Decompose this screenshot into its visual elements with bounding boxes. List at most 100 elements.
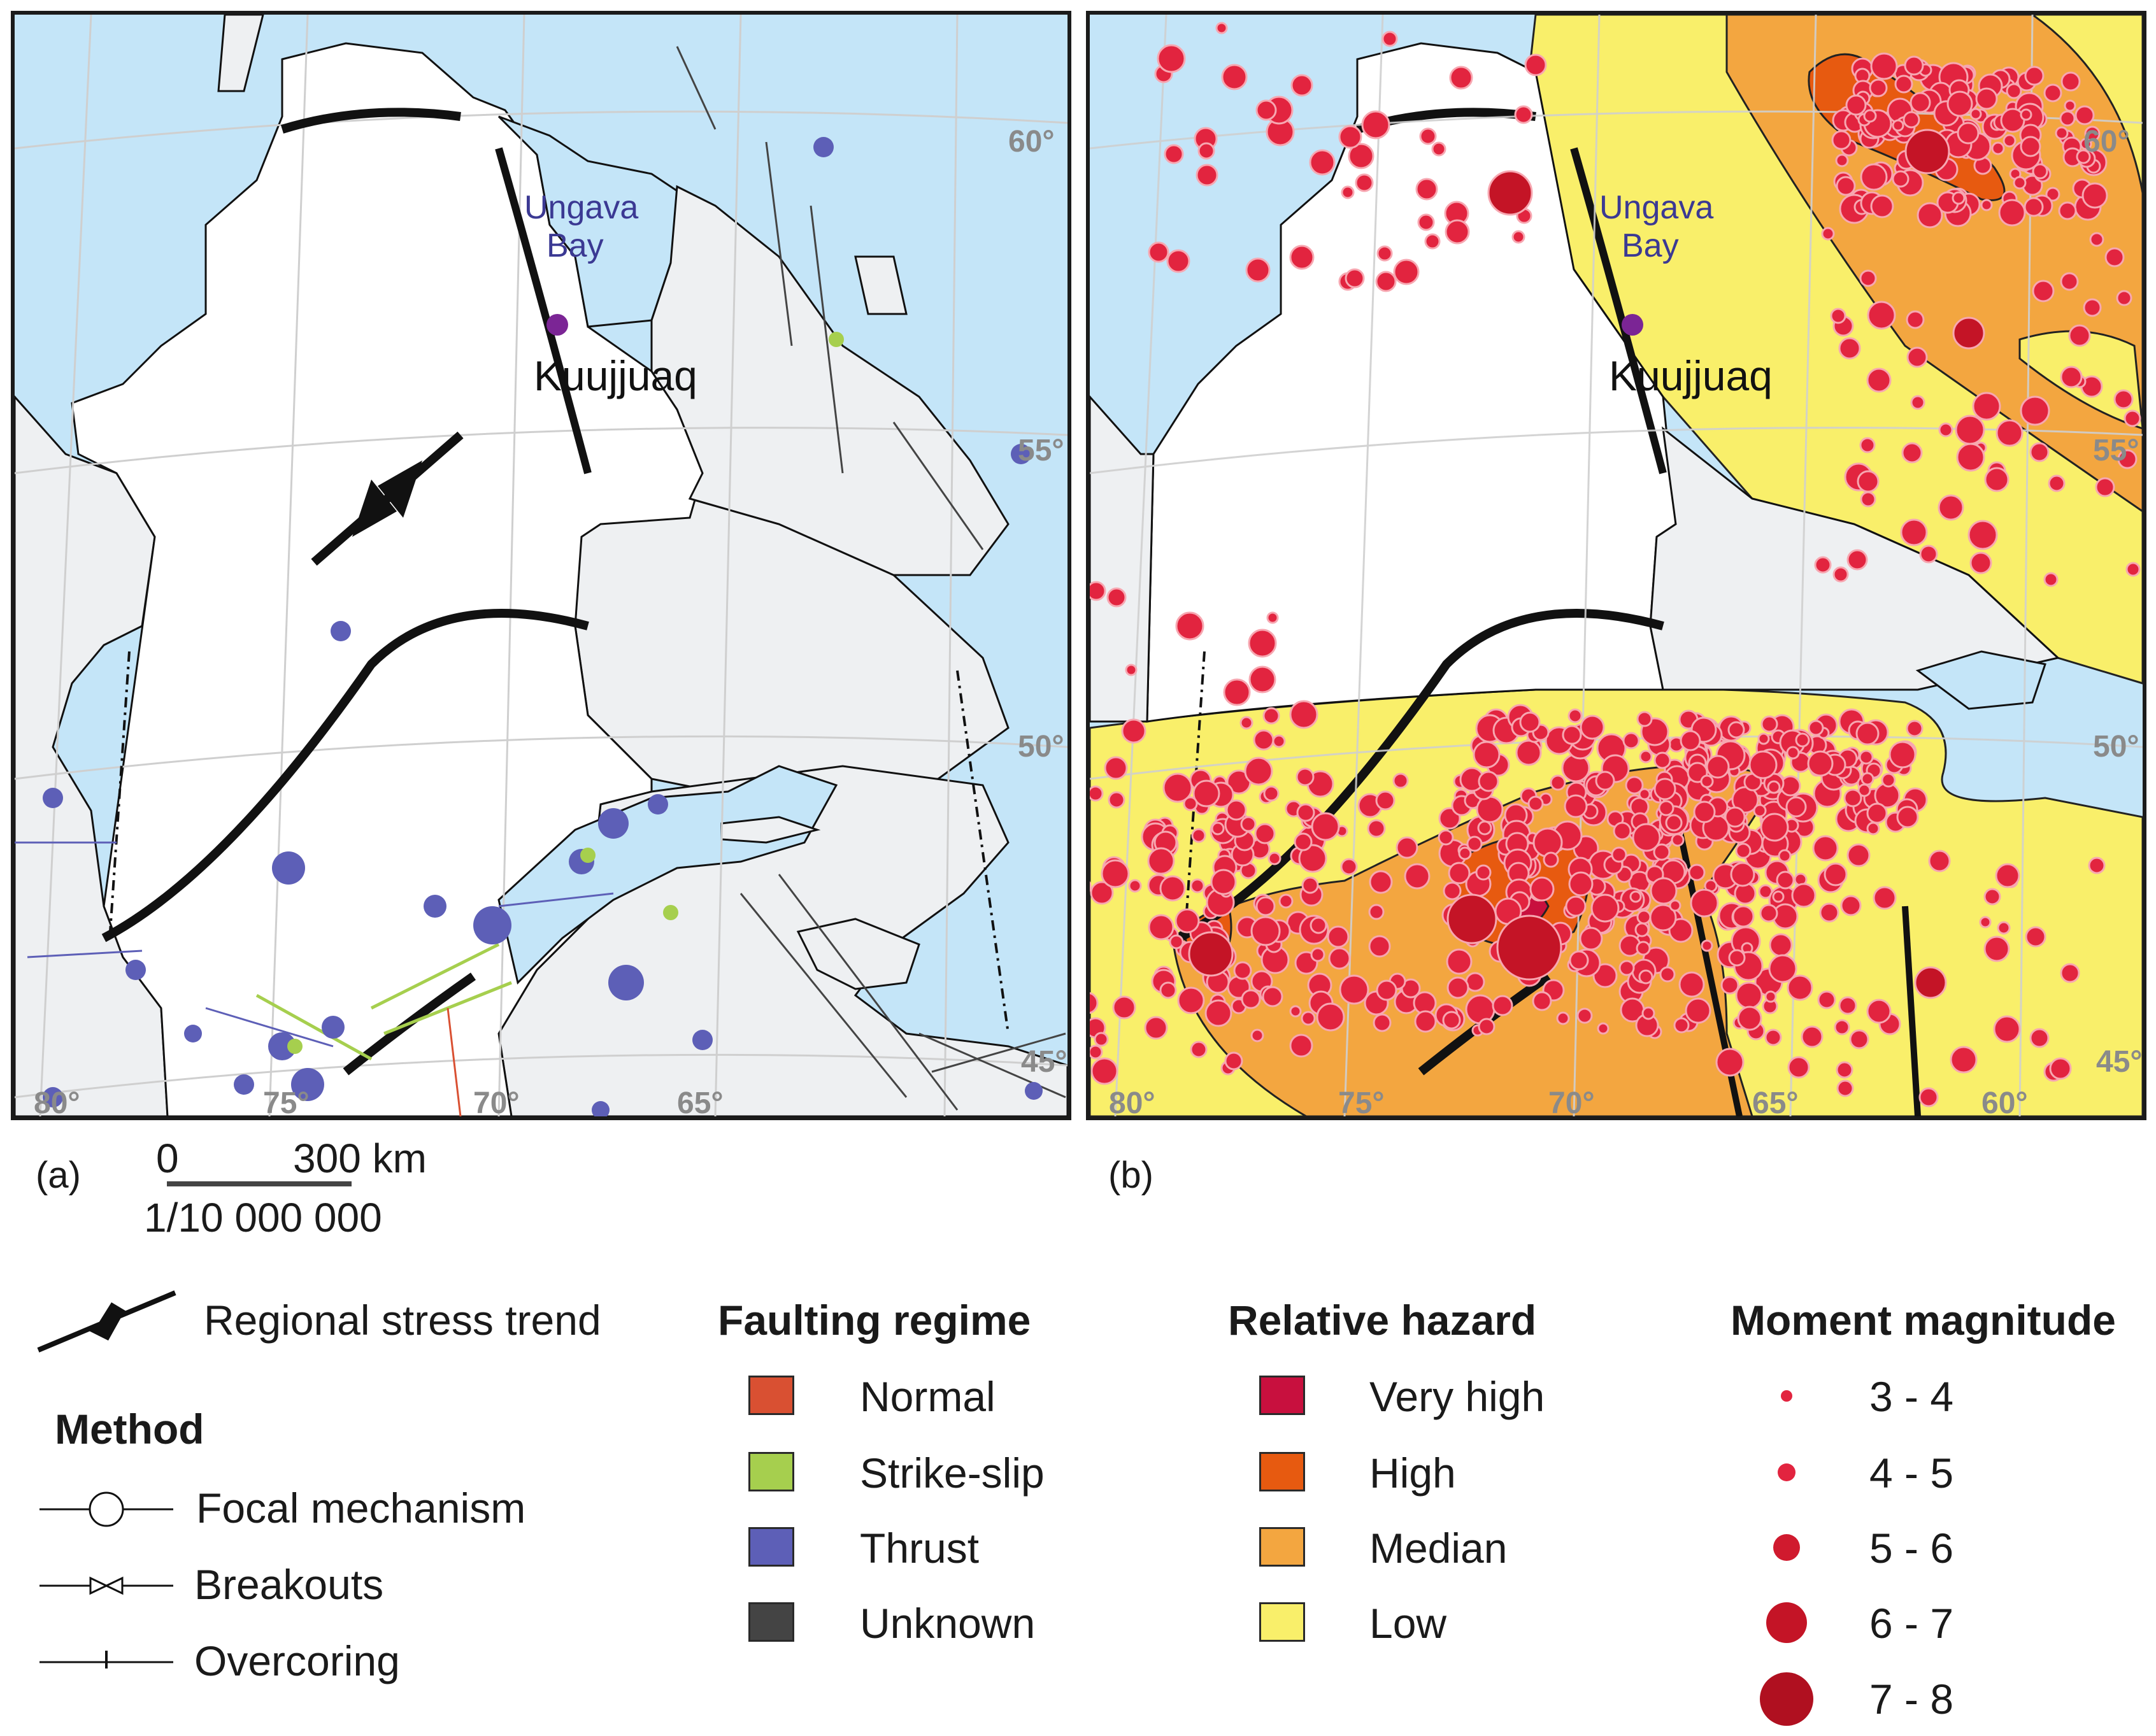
earthquake-event <box>1641 1006 1655 1020</box>
focal-mechanisms <box>43 137 1043 1116</box>
earthquake-event <box>1290 74 1313 97</box>
earthquake-event <box>1262 986 1283 1007</box>
mag-3-4-symbol <box>1781 1390 1792 1402</box>
lon-tick-b-80: 80° <box>1109 1086 1155 1116</box>
scale-end: 300 km <box>293 1135 427 1181</box>
earthquake-event <box>1527 795 1544 812</box>
faulting-regime-title: Faulting regime <box>718 1297 1031 1344</box>
earthquake-event <box>1866 367 1892 393</box>
earthquake-event <box>2076 149 2091 164</box>
earthquake-event <box>1393 259 1420 285</box>
earthquake-event <box>1611 846 1627 863</box>
bay-label-b-line1: Ungava <box>1599 189 1713 226</box>
earthquake-event <box>2081 182 2108 209</box>
stress-trend-arrows <box>311 431 464 566</box>
earthquake-event <box>1901 442 1923 464</box>
earthquake-event <box>1125 664 1138 676</box>
earthquake-event <box>1860 772 1874 786</box>
earthquake-event <box>1836 1079 1854 1097</box>
earthquake-event <box>1210 869 1237 895</box>
earthquake-event <box>1445 219 1470 245</box>
earthquake-event <box>1900 518 1928 546</box>
earthquake-event <box>1870 52 1898 80</box>
earthquake-event <box>1477 820 1492 836</box>
method-title: Method <box>55 1405 204 1453</box>
earthquake-event <box>1339 974 1369 1005</box>
earthquake-event <box>1190 1041 1208 1058</box>
earthquake-event <box>1443 881 1462 900</box>
earthquake-event <box>1348 143 1374 169</box>
earthquake-event <box>1417 213 1435 231</box>
earthquake-event <box>1248 665 1276 694</box>
earthquake-event <box>1414 1010 1437 1033</box>
earthquake-event <box>2104 247 2125 267</box>
earthquake-event <box>1373 1013 1392 1032</box>
earthquake-event <box>1519 711 1541 733</box>
earthquake-event <box>1950 1046 1978 1074</box>
earthquake-event <box>1128 879 1142 893</box>
bay-label-b-line2: Bay <box>1622 227 1679 264</box>
very-high-label: Very high <box>1369 1373 1545 1420</box>
earthquake-event <box>1665 814 1683 832</box>
earthquake-event <box>1860 491 1876 508</box>
earthquake-event <box>1690 888 1719 918</box>
earthquake-event <box>1121 718 1146 744</box>
earthquake-event <box>1169 934 1184 950</box>
mag-4-5-symbol <box>1778 1463 1795 1481</box>
earthquake-event <box>1094 1032 1109 1047</box>
high-label: High <box>1369 1449 1456 1497</box>
earthquake-event <box>1917 202 1943 229</box>
earthquake-event <box>1368 904 1385 920</box>
earthquake-event <box>1906 310 1925 329</box>
earthquake-event <box>1846 843 1871 867</box>
earthquake-event-large <box>1904 129 1950 174</box>
earthquake-event <box>1650 877 1678 905</box>
earthquake-event <box>1090 1044 1103 1060</box>
earthquake-event <box>1159 981 1177 999</box>
strike-slip-swatch <box>748 1452 794 1491</box>
earthquake-event <box>1556 1011 1570 1025</box>
earthquake-event <box>1369 870 1393 894</box>
earthquake-event <box>1671 833 1685 847</box>
earthquake-event <box>1715 1048 1745 1077</box>
earthquake-event <box>2060 366 2083 388</box>
earthquake-event <box>1859 269 1877 287</box>
earthquake-event <box>1424 233 1441 250</box>
lat-tick-45: 45° <box>1021 1045 1067 1079</box>
earthquake-event <box>1597 1022 1610 1035</box>
earthquake-event <box>1090 785 1104 802</box>
earthquake-event <box>1613 822 1632 841</box>
earthquake-event <box>1376 245 1393 262</box>
earthquake-event <box>1419 127 1437 145</box>
earthquake-event <box>1296 803 1315 822</box>
earthquake-event <box>1821 227 1835 241</box>
earthquake-event <box>1896 806 1919 829</box>
earthquake-event <box>1693 800 1716 823</box>
earthquake-event <box>1090 581 1106 601</box>
earthquake-event <box>1892 119 1904 132</box>
earthquake-event <box>1855 722 1880 746</box>
earthquake-event <box>1903 111 1920 129</box>
earthquake-event <box>1404 863 1431 890</box>
earthquake-event <box>1748 750 1778 779</box>
earthquake-event <box>1814 556 1832 574</box>
earthquake-event <box>1735 981 1763 1009</box>
earthquake-event <box>1859 750 1874 765</box>
earthquake-event <box>1543 851 1559 868</box>
earthquake-event <box>1592 963 1618 988</box>
lat-tick-50: 50° <box>1018 730 1064 764</box>
earthquake-event <box>1568 871 1594 897</box>
town-label-b: Kuujjuaq <box>1609 352 1773 399</box>
earthquake-event <box>2058 201 2077 220</box>
earthquake-event <box>1701 939 1713 952</box>
scale-start: 0 <box>156 1135 179 1181</box>
earthquake-event <box>1636 711 1653 727</box>
earthquake-event <box>1857 470 1880 493</box>
earthquake-event <box>1867 301 1896 330</box>
earthquake-event <box>1301 876 1319 894</box>
earthquake-event <box>2124 409 2141 427</box>
earthquake-event <box>1979 916 1992 928</box>
earthquake-event <box>1760 715 1778 733</box>
earthquake-event <box>1438 829 1454 846</box>
earthquake-event <box>1529 876 1555 902</box>
